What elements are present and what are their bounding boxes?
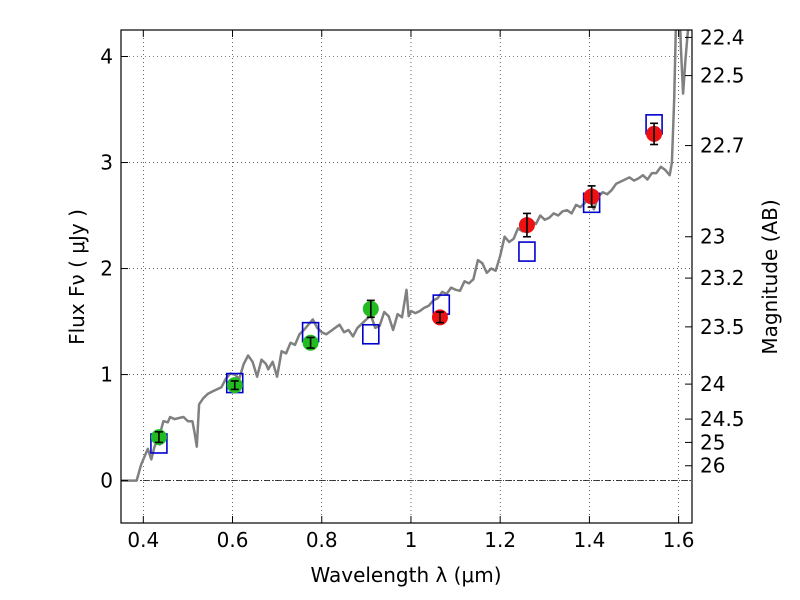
grid xyxy=(121,30,692,523)
model-spectrum-line xyxy=(121,30,690,482)
x-tick-label: 0.6 xyxy=(217,528,249,552)
plot-area xyxy=(121,30,690,482)
model-band-flux-marker xyxy=(518,241,536,262)
magnitude-tick-label: 23.5 xyxy=(700,315,745,339)
y-tick-label: 2 xyxy=(100,257,113,281)
y-tick-label: 3 xyxy=(100,151,113,175)
magnitude-axis-title: Magnitude (AB) xyxy=(758,199,782,354)
x-tick-label: 0.4 xyxy=(127,528,159,552)
x-tick-label: 1.2 xyxy=(484,528,516,552)
magnitude-tick-label: 23.2 xyxy=(700,266,745,290)
axis-ticks: 0.4 0.6 0.8 1 1.2 1.4 1.60123422.422.522.72323… xyxy=(100,25,744,552)
x-tick-label: 0.8 xyxy=(306,528,338,552)
x-tick-label: 1.6 xyxy=(663,528,695,552)
y-tick-label: 0 xyxy=(100,469,113,493)
magnitude-tick-label: 22.7 xyxy=(700,134,745,158)
magnitude-tick-label: 24 xyxy=(700,372,725,396)
magnitude-tick-label: 24.5 xyxy=(700,407,745,431)
x-axis-title: Wavelength λ (μm) xyxy=(310,563,501,587)
magnitude-tick-label: 22.5 xyxy=(700,64,745,88)
model-band-flux-marker xyxy=(362,323,380,345)
y-tick-label: 4 xyxy=(100,45,113,69)
magnitude-tick-label: 26 xyxy=(700,454,725,478)
magnitude-tick-label: 23 xyxy=(700,225,725,249)
plot-frame xyxy=(120,29,693,524)
y-tick-label: 1 xyxy=(100,363,113,387)
x-tick-label: 1.4 xyxy=(573,528,605,552)
magnitude-tick-label: 22.4 xyxy=(700,25,745,49)
x-tick-label: 1 xyxy=(405,528,418,552)
y-axis-title: Flux Fν ( μJy ) xyxy=(65,209,89,345)
magnitude-tick-label: 25 xyxy=(700,430,725,454)
